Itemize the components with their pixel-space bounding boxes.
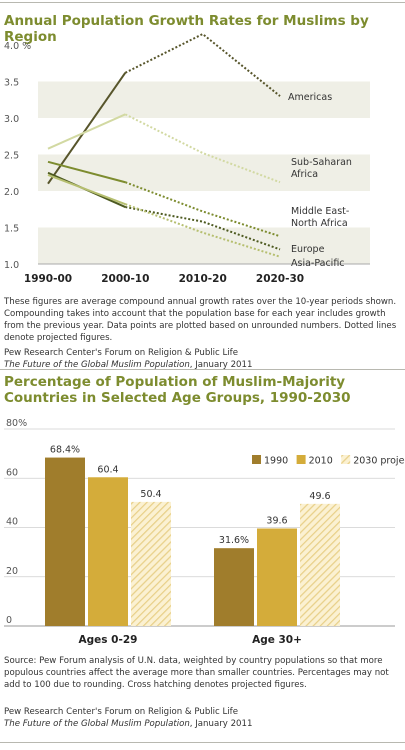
band	[38, 81, 370, 118]
y-tick-label: 40	[6, 517, 18, 528]
series-label: Europe	[291, 244, 325, 255]
x-category-label: 2010-20	[179, 273, 227, 285]
series-line-actual	[47, 160, 126, 184]
middle-rule	[0, 369, 405, 370]
line-source-title: The Future of the Global Muslim Populati…	[4, 360, 190, 370]
y-tick-label: 0	[6, 615, 12, 626]
y-tick-label: 2.0	[4, 187, 19, 198]
bar-value-label: 49.6	[309, 491, 330, 502]
series-label: Middle East-	[291, 206, 349, 217]
bar-chart: 0 20 40 60 80% 68.4% 60.4 50.4 Ages 0-29 31.6% 39.…	[4, 418, 405, 646]
bar-value-label: 31.6%	[219, 535, 249, 546]
bar-title-line-2: Countries in Selected Age Groups, 1990-2…	[4, 390, 351, 406]
y-tick-label: 3.0	[4, 114, 19, 125]
bar-chart-note: Source: Pew Forum analysis of U.N. data,…	[4, 656, 389, 690]
bar-value-label: 39.6	[266, 515, 287, 526]
y-tick-label: 80%	[6, 418, 27, 429]
bar-value-label: 50.4	[140, 489, 161, 500]
bar-chart-title: Percentage of Population of Muslim-Major…	[4, 374, 399, 406]
line-source-org: Pew Research Center's Forum on Religion …	[4, 348, 238, 358]
top-rule	[0, 2, 405, 3]
bar-chart-source: Pew Research Center's Forum on Religion …	[4, 706, 402, 730]
bottom-rule	[0, 742, 405, 743]
y-tick-label: 1.0	[4, 260, 19, 271]
legend: 1990 2010 2030 projection	[252, 455, 405, 467]
bar-value-label: 60.4	[97, 464, 118, 475]
y-tick-label: 4.0 %	[4, 41, 31, 52]
series-label: North Africa	[291, 218, 348, 229]
y-tick-label: 60	[6, 467, 18, 478]
y-tick-label: 3.5	[4, 78, 19, 89]
x-category-label: Age 30+	[252, 634, 302, 646]
bar-1990	[45, 457, 85, 626]
series-label: Africa	[291, 169, 318, 180]
bar-value-label: 68.4%	[50, 445, 80, 456]
series-label: Sub-Saharan	[291, 157, 352, 168]
line-chart-title: Annual Population Growth Rates for Musli…	[4, 13, 369, 45]
legend-label: 2030 projection	[353, 456, 405, 467]
line-chart-source: Pew Research Center's Forum on Religion …	[4, 347, 402, 371]
line-chart-note: These figures are average compound annua…	[4, 297, 397, 343]
legend-swatch	[252, 455, 261, 464]
bar-1990	[214, 548, 254, 626]
bar-2010	[88, 477, 128, 626]
x-category-label: 2020-30	[256, 273, 304, 285]
line-chart: 1.0 1.5 2.0 2.5 3.0 3.5 4.0 % 1990-00 2000-10 201…	[4, 32, 370, 285]
series-line-actual	[47, 113, 126, 150]
series-line-projected	[124, 32, 281, 97]
series-line-projected	[124, 181, 281, 238]
line-source-date: , January 2011	[189, 360, 253, 370]
line-source-pub: The Future of the Global Muslim Populati…	[4, 359, 402, 371]
bar-2030-projection	[300, 503, 340, 626]
bar-source-org: Pew Research Center's Forum on Religion …	[4, 707, 238, 717]
series-line-projected	[124, 113, 281, 184]
x-category-label: Ages 0-29	[79, 634, 138, 646]
bar-source-title: The Future of the Global Muslim Populati…	[4, 719, 190, 729]
legend-label: 1990	[264, 456, 288, 467]
band	[38, 227, 370, 264]
bar-title-line-1: Percentage of Population of Muslim-Major…	[4, 374, 346, 390]
series-line-projected	[124, 203, 281, 258]
legend-swatch	[341, 455, 351, 464]
y-tick-label: 2.5	[4, 151, 19, 162]
y-tick-label: 1.5	[4, 224, 19, 235]
bar-source-pub: The Future of the Global Muslim Populati…	[4, 718, 402, 730]
x-category-label: 2000-10	[101, 273, 149, 285]
legend-swatch	[296, 455, 306, 464]
series-line-actual	[47, 174, 126, 206]
series-middle-east-north-africa: Middle East-North Africa	[47, 160, 349, 238]
series-label: Americas	[288, 92, 332, 103]
y-tick-label: 20	[6, 566, 18, 577]
bar-2030-projection	[131, 501, 171, 626]
bar-source-date: , January 2011	[189, 719, 253, 729]
legend-label: 2010	[309, 456, 333, 467]
series-line-projected	[125, 206, 281, 251]
series-label: Asia-Pacific	[291, 258, 345, 269]
bar-2010	[257, 528, 297, 626]
series-asia-pacific: Asia-Pacific	[47, 174, 345, 269]
x-category-label: 1990-00	[24, 273, 72, 285]
